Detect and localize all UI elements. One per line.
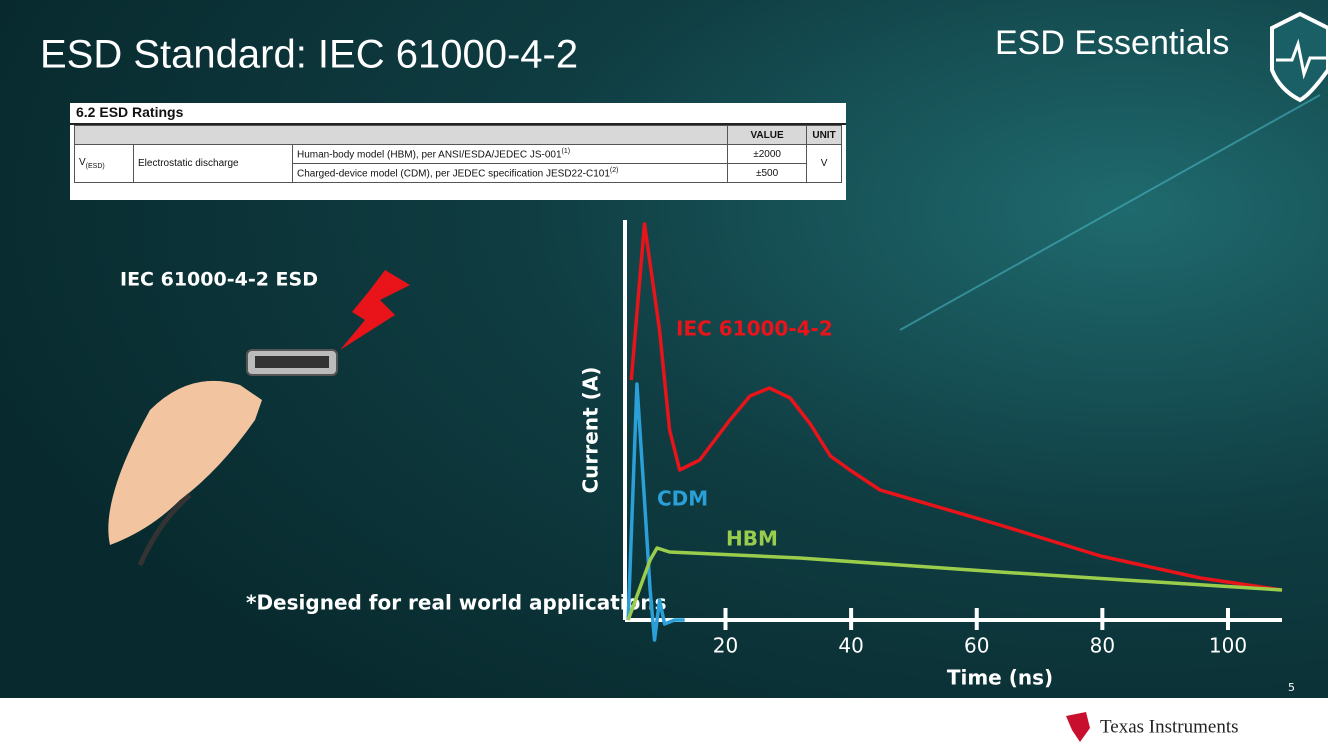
series-line <box>626 382 685 642</box>
condition: Human-body model (HBM), per ANSI/ESDA/JE… <box>297 149 562 161</box>
note: (1) <box>561 147 571 155</box>
slide-title: ESD Standard: IEC 61000-4-2 <box>40 33 578 77</box>
value-cell: ±2000 <box>727 144 808 164</box>
header-cell: VALUE <box>727 125 808 145</box>
hand <box>108 380 262 545</box>
series-label: CDM <box>657 487 708 511</box>
symbol: V <box>79 157 86 168</box>
page-number: 5 <box>1288 681 1295 694</box>
footnote: *Designed for real world applications <box>246 591 667 615</box>
brand: ESD Essentials <box>995 24 1229 62</box>
series-line <box>626 546 1283 621</box>
x-tick-label: 80 <box>1090 634 1115 658</box>
x-tick-label: 100 <box>1209 634 1247 658</box>
value-cell: ±500 <box>727 163 808 183</box>
header-cell: UNIT <box>806 125 842 145</box>
parameter: Electrostatic discharge <box>133 144 293 183</box>
series-label: IEC 61000-4-2 <box>676 317 833 341</box>
hdmi-port <box>255 356 329 368</box>
x-axis-label: Time (ns) <box>947 666 1053 690</box>
note: (2) <box>609 166 619 174</box>
x-tick-label: 60 <box>964 634 989 658</box>
illustration-label: IEC 61000-4-2 ESD <box>120 269 318 291</box>
y-axis-label: Current (A) <box>579 367 603 494</box>
decor-streak <box>899 94 1321 331</box>
x-tick-label: 40 <box>838 634 863 658</box>
unit-cell: V <box>806 144 842 183</box>
shield-pulse <box>1276 38 1326 80</box>
cable <box>137 493 192 567</box>
company: Texas Instruments <box>1100 716 1239 737</box>
footer-bar <box>0 698 1328 746</box>
table-grid: VALUE UNIT V(ESD) Electrostatic discharge… <box>73 125 842 183</box>
table-caption: 6.2 ESD Ratings <box>70 103 846 125</box>
lightning-icon <box>340 270 410 350</box>
x-tick-label: 20 <box>713 634 738 658</box>
ti-logo <box>1066 712 1090 742</box>
symbol-sub: (ESD) <box>85 163 105 170</box>
series-label: HBM <box>726 527 778 551</box>
condition: Charged-device model (CDM), per JEDEC sp… <box>297 168 610 180</box>
series-line <box>629 222 1283 592</box>
ratings-table: 6.2 ESD Ratings VALUE UNIT V(ESD) Electro… <box>70 103 846 200</box>
